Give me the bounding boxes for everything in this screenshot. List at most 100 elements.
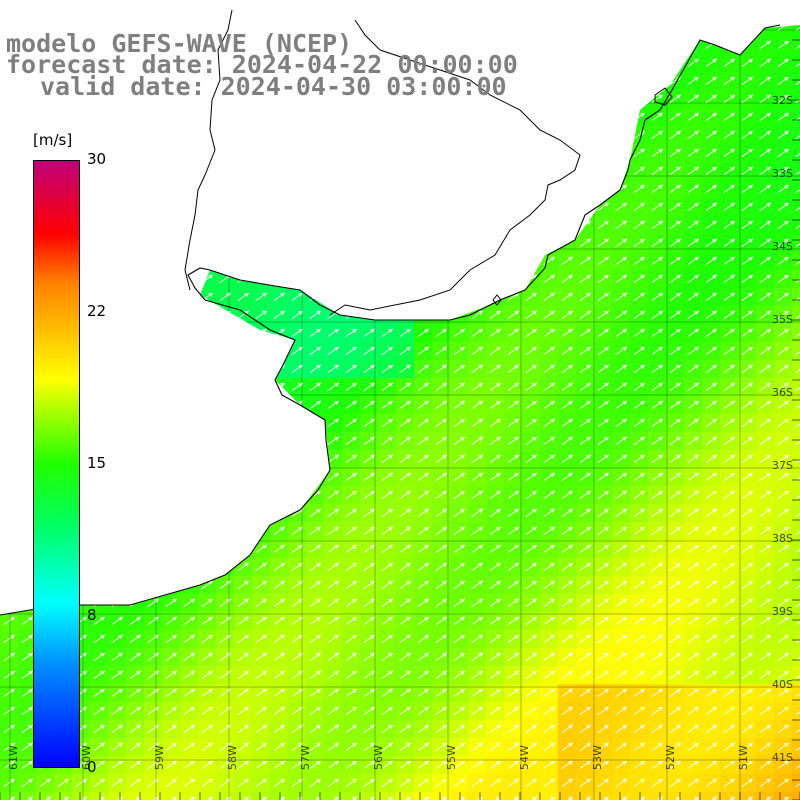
longitude-label: 61W <box>7 745 20 770</box>
wind-arrow <box>615 544 628 554</box>
wind-arrow <box>705 202 718 212</box>
wind-arrow <box>471 562 484 572</box>
wind-arrow <box>525 670 538 680</box>
wind-arrow <box>381 598 394 608</box>
wind-arrow <box>471 328 484 338</box>
wind-arrow <box>687 274 700 284</box>
wind-arrow <box>3 634 16 644</box>
wind-arrow <box>759 616 772 626</box>
wind-speed-cell <box>792 522 800 541</box>
wind-arrow <box>489 616 502 626</box>
wind-arrow <box>777 94 790 104</box>
wind-arrow <box>723 364 736 374</box>
wind-arrow <box>795 729 800 734</box>
wind-arrow <box>741 112 754 122</box>
wind-arrow <box>633 166 646 176</box>
wind-arrow <box>363 616 376 626</box>
wind-arrow <box>507 652 520 662</box>
wind-arrow <box>345 598 358 608</box>
wind-arrow <box>651 292 664 302</box>
wind-arrow <box>633 364 646 374</box>
wind-arrow <box>525 616 538 626</box>
wind-arrow <box>579 670 592 680</box>
wind-arrow <box>777 562 790 572</box>
wind-arrow <box>417 544 430 554</box>
wind-arrow <box>705 598 718 608</box>
wind-arrow <box>687 544 700 554</box>
wind-arrow <box>183 616 196 626</box>
wind-arrow <box>777 616 790 626</box>
wind-arrow <box>93 634 106 644</box>
wind-arrow <box>255 580 268 590</box>
wind-arrow <box>435 562 448 572</box>
land-mask <box>0 9 781 616</box>
wind-arrow <box>687 562 700 572</box>
wind-arrow <box>741 400 754 410</box>
wind-arrow <box>777 76 790 86</box>
wind-arrow <box>759 346 772 356</box>
wind-arrow <box>417 616 430 626</box>
wind-arrow <box>381 508 394 518</box>
wind-arrow <box>795 45 800 50</box>
wind-arrow <box>705 616 718 626</box>
wind-arrow <box>795 387 800 392</box>
wind-arrow <box>651 454 664 464</box>
wind-arrow <box>597 472 610 482</box>
wind-arrow <box>651 724 664 734</box>
wind-arrow <box>165 706 178 716</box>
wind-arrow <box>579 382 592 392</box>
wind-arrow <box>561 454 574 464</box>
wind-arrow <box>705 112 718 122</box>
colorbar-unit: [m/s] <box>33 131 73 149</box>
wind-arrow <box>399 580 412 590</box>
wind-arrow <box>723 292 736 302</box>
wind-arrow <box>525 472 538 482</box>
wind-speed-cell <box>666 792 685 800</box>
wind-arrow <box>633 688 646 698</box>
wind-arrow <box>543 652 556 662</box>
wind-arrow <box>579 454 592 464</box>
wind-arrow <box>723 400 736 410</box>
wind-arrow <box>453 454 466 464</box>
wind-arrow <box>687 76 700 86</box>
wind-arrow <box>345 544 358 554</box>
wind-arrow <box>723 112 736 122</box>
wind-arrow <box>777 256 790 266</box>
wind-arrow <box>687 454 700 464</box>
wind-arrow <box>651 220 664 230</box>
wind-arrow <box>435 454 448 464</box>
wind-arrow <box>471 724 484 734</box>
wind-arrow <box>705 148 718 158</box>
wind-arrow <box>579 418 592 428</box>
wind-arrow <box>633 562 646 572</box>
wind-arrow <box>489 652 502 662</box>
wind-arrow <box>615 670 628 680</box>
wind-arrow <box>363 382 376 392</box>
wind-arrow <box>651 94 664 104</box>
wind-speed-cell <box>540 792 559 800</box>
wind-arrow <box>723 58 736 68</box>
wind-arrow <box>669 94 682 104</box>
wind-arrow <box>525 418 538 428</box>
wind-arrow <box>345 778 358 788</box>
wind-arrow <box>795 261 800 266</box>
wind-arrow <box>453 742 466 752</box>
wind-speed-cell <box>594 792 613 800</box>
wind-arrow <box>669 202 682 212</box>
wind-arrow <box>111 670 124 680</box>
wind-arrow <box>489 598 502 608</box>
wind-arrow <box>615 688 628 698</box>
wind-speed-cell <box>792 432 800 451</box>
argentina-uruguay-border <box>184 9 233 291</box>
wind-arrow <box>129 634 142 644</box>
wind-arrow <box>651 436 664 446</box>
wind-speed-cell <box>792 720 800 739</box>
wind-arrow <box>111 724 124 734</box>
wind-speed-cell <box>216 792 235 800</box>
wind-speed-cell <box>54 792 73 800</box>
title-valid-date: valid date: 2024-04-30 03:00:00 <box>40 72 507 101</box>
wind-arrow <box>687 400 700 410</box>
wind-arrow <box>93 742 106 752</box>
wind-arrow <box>183 688 196 698</box>
wind-arrow <box>381 778 394 788</box>
